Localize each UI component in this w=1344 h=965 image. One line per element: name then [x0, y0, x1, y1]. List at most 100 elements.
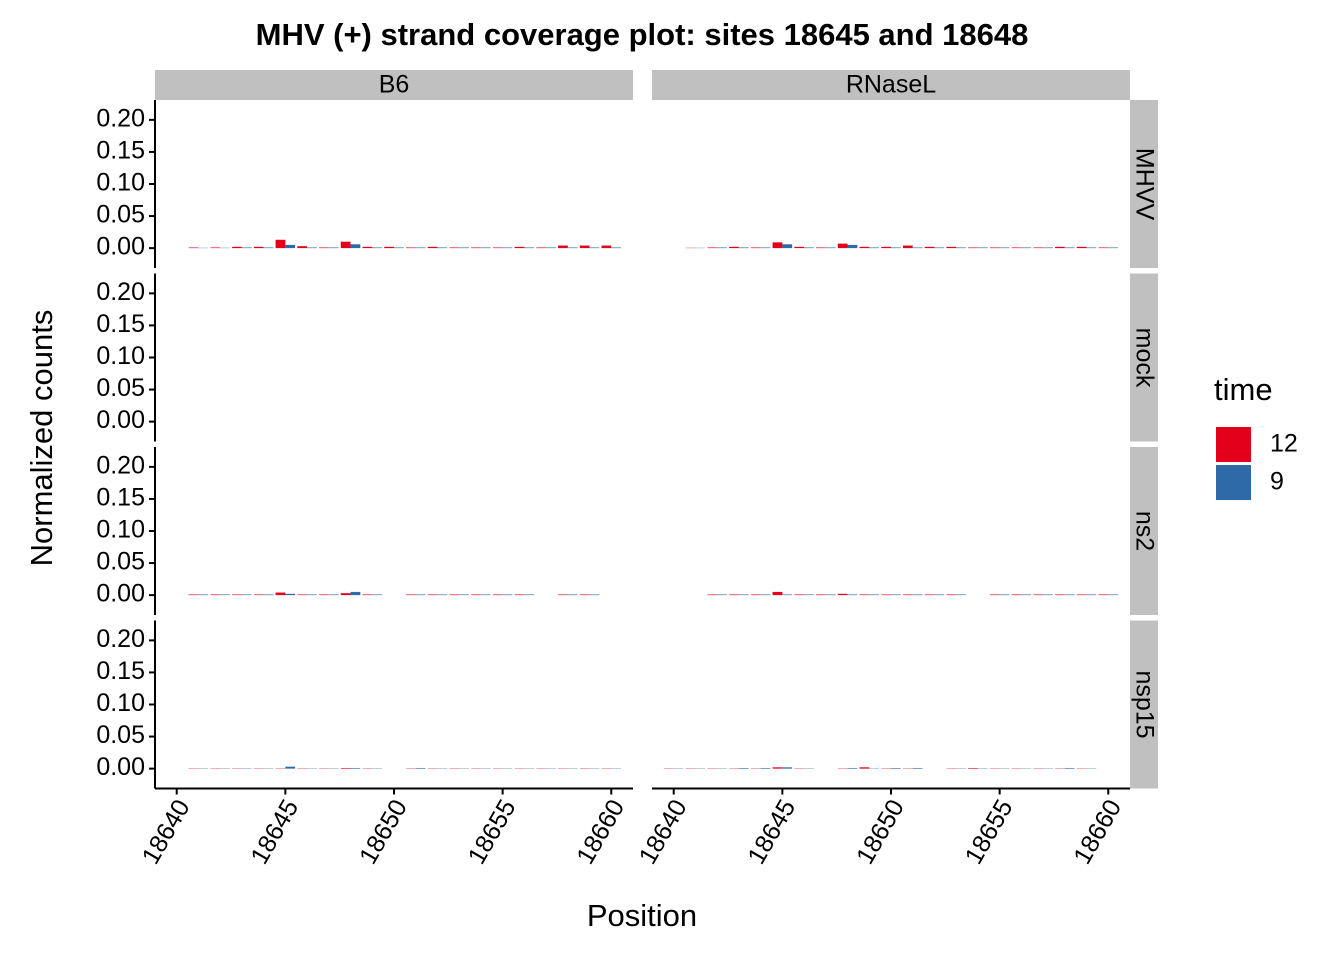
bar — [913, 247, 923, 248]
bar — [1098, 594, 1108, 595]
bar — [351, 768, 361, 769]
x-tick-label: 18660 — [1068, 795, 1127, 869]
bar — [990, 247, 1000, 248]
bar — [794, 594, 804, 595]
bar — [449, 594, 459, 595]
bar — [739, 594, 749, 595]
column-strip-label: RNaseL — [846, 71, 936, 99]
bar — [242, 594, 252, 595]
bar — [362, 247, 372, 248]
x-tick-label: 18645 — [245, 795, 304, 869]
bar — [384, 247, 394, 248]
x-axis-title: Position — [587, 898, 697, 933]
bar — [848, 245, 858, 248]
legend-title: time — [1214, 372, 1273, 407]
bar — [1065, 768, 1075, 769]
legend-key — [1216, 427, 1251, 462]
bar — [515, 247, 525, 248]
bar — [319, 594, 329, 595]
bar — [362, 594, 372, 595]
bar — [903, 594, 913, 595]
bar — [838, 594, 848, 595]
bar — [761, 594, 771, 595]
bar — [1033, 247, 1043, 248]
bar — [978, 247, 988, 248]
bar — [990, 594, 1000, 595]
bar — [254, 594, 264, 595]
bar — [891, 594, 901, 595]
bar — [254, 247, 264, 248]
bar — [729, 594, 739, 595]
legend-label: 12 — [1270, 430, 1298, 458]
row-strip-label: mock — [1130, 328, 1158, 388]
bar — [859, 594, 869, 595]
bar — [437, 594, 447, 595]
y-tick-label: 0.05 — [96, 201, 145, 229]
bar — [903, 246, 913, 249]
bar — [536, 247, 546, 248]
bar — [816, 594, 826, 595]
bar — [956, 247, 966, 248]
y-tick-label: 0.00 — [96, 406, 145, 434]
bar — [601, 246, 611, 249]
bar — [859, 767, 869, 768]
row-strip-label: ns2 — [1130, 511, 1158, 551]
legend-key — [1216, 465, 1251, 500]
bar — [739, 247, 749, 248]
bar — [558, 594, 568, 595]
bar — [891, 247, 901, 248]
bar — [307, 594, 317, 595]
bar — [341, 768, 351, 769]
x-tick-label: 18645 — [742, 795, 801, 869]
y-tick-label: 0.10 — [96, 342, 145, 370]
x-tick-label: 18640 — [634, 795, 693, 869]
bar — [394, 247, 404, 248]
bar — [1021, 594, 1031, 595]
bar — [1077, 594, 1087, 595]
bar — [729, 247, 739, 248]
y-tick-label: 0.20 — [96, 625, 145, 653]
y-tick-label: 0.00 — [96, 580, 145, 608]
y-tick-label: 0.15 — [96, 484, 145, 512]
bar — [546, 247, 556, 248]
bar — [1021, 247, 1031, 248]
bar — [210, 594, 220, 595]
bar — [329, 247, 339, 248]
bar — [739, 768, 749, 769]
bar — [1012, 247, 1022, 248]
bar — [859, 247, 869, 248]
bar — [1043, 594, 1053, 595]
y-tick-label: 0.20 — [96, 451, 145, 479]
bar — [761, 247, 771, 248]
y-tick-label: 0.05 — [96, 721, 145, 749]
bar — [493, 247, 503, 248]
bar — [1108, 594, 1118, 595]
bar — [804, 594, 814, 595]
bar — [297, 246, 307, 248]
bar — [449, 247, 459, 248]
bar — [372, 247, 382, 248]
y-tick-label: 0.10 — [96, 169, 145, 197]
bar — [524, 247, 534, 248]
bar — [459, 247, 469, 248]
bar — [493, 594, 503, 595]
bar — [189, 247, 199, 248]
bar — [869, 247, 879, 248]
bar — [297, 594, 307, 595]
y-tick-label: 0.15 — [96, 310, 145, 338]
bar — [707, 247, 717, 248]
x-tick-label: 18650 — [851, 795, 910, 869]
bar — [503, 247, 513, 248]
column-strip-label: B6 — [379, 71, 410, 99]
bar — [568, 247, 578, 248]
bar — [416, 594, 426, 595]
bar — [341, 593, 351, 595]
bar — [210, 247, 220, 248]
bar — [773, 592, 783, 595]
bar — [319, 247, 329, 248]
bar — [773, 767, 783, 768]
bar — [580, 594, 590, 595]
y-tick-label: 0.20 — [96, 104, 145, 132]
bar — [717, 247, 727, 248]
bar — [416, 768, 426, 769]
